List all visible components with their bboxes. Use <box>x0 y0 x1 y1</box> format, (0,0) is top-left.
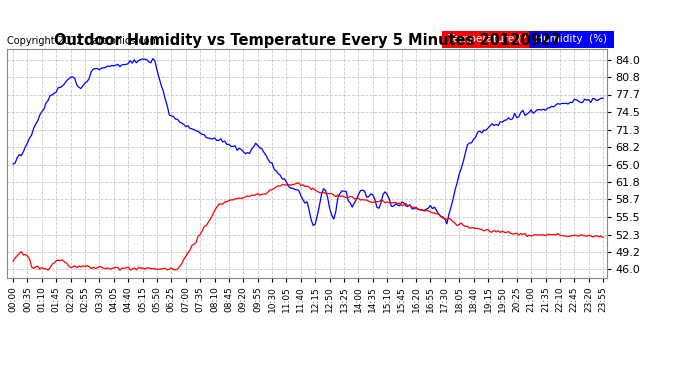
Text: Copyright 2012 Cartronics.com: Copyright 2012 Cartronics.com <box>7 36 159 46</box>
Title: Outdoor Humidity vs Temperature Every 5 Minutes 20120927: Outdoor Humidity vs Temperature Every 5 … <box>54 33 560 48</box>
Text: Temperature (°F): Temperature (°F) <box>445 34 540 44</box>
Text: Humidity  (%): Humidity (%) <box>532 34 611 44</box>
